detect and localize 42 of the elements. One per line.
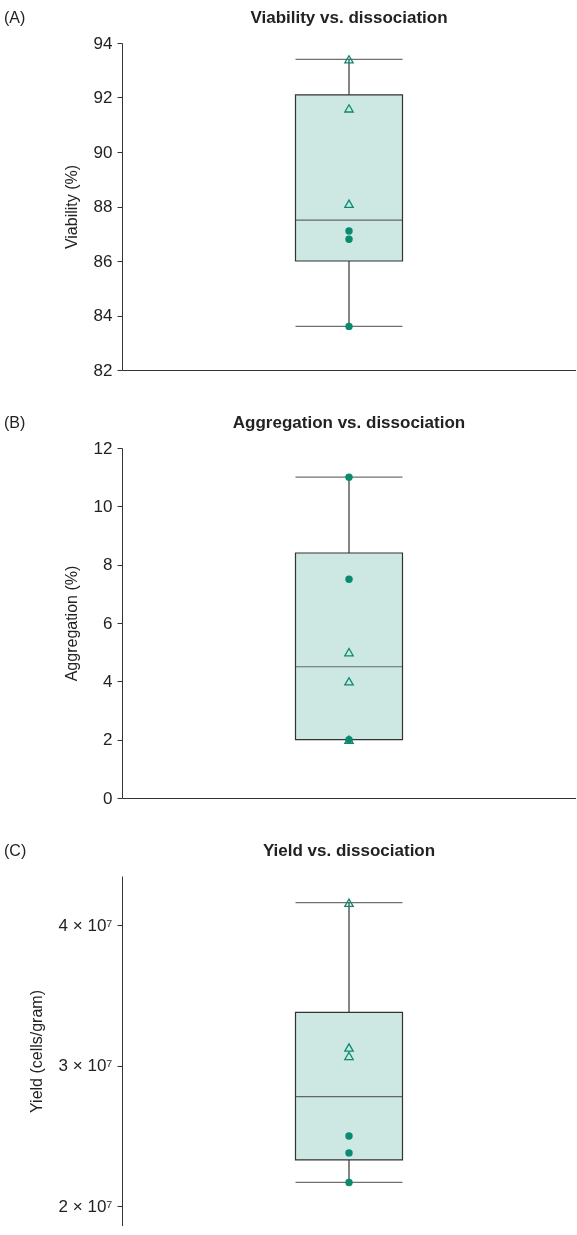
text: (C) (4, 842, 27, 859)
point (345, 473, 353, 481)
y-tick-label: 82 (93, 360, 113, 380)
y-tick-label: 84 (93, 306, 113, 325)
point (344, 898, 354, 907)
point (344, 55, 354, 64)
y-tick-label: 2 (103, 730, 113, 750)
point (345, 227, 353, 235)
point (344, 1051, 354, 1061)
point (344, 647, 354, 657)
point (345, 322, 353, 331)
point (345, 235, 353, 243)
point (345, 1149, 353, 1157)
point (345, 1178, 353, 1187)
y-tick-label: 92 (93, 88, 113, 107)
chart-title: Aggregation vs. dissociation (232, 413, 466, 432)
y-tick-label: 8 (103, 555, 113, 575)
point (344, 677, 354, 686)
y-axis-title: Viability (%) (62, 164, 80, 250)
point (345, 575, 353, 583)
point (344, 1043, 354, 1052)
y-axis-title: Yield (cells/gram) (27, 990, 45, 1113)
y-tick-label: 88 (93, 197, 113, 216)
y-axis-title: Aggregation (%) (62, 565, 80, 682)
y-tick-label: 10 (93, 496, 113, 516)
y-tick-label: 2 × 10⁷ (58, 1196, 113, 1216)
y-tick-label: 86 (93, 251, 113, 271)
y-tick-label: 4 × 10⁷ (58, 915, 113, 935)
y-tick-label: 3 × 10⁷ (58, 1056, 113, 1076)
y-tick-label: 6 (103, 613, 113, 633)
point (344, 104, 354, 113)
y-tick-label: 94 (93, 33, 113, 53)
chart-title: Viability vs. dissociation (250, 8, 448, 27)
y-tick-label: 4 (103, 671, 113, 691)
point (345, 1132, 353, 1140)
y-tick-label: 90 (93, 142, 113, 162)
text: (B) (4, 414, 26, 431)
y-tick-label: 12 (93, 438, 113, 458)
point (344, 199, 354, 209)
y-tick-label: 0 (103, 788, 113, 808)
chart-title: Yield vs. dissociation (262, 841, 436, 860)
text: (A) (4, 9, 26, 26)
